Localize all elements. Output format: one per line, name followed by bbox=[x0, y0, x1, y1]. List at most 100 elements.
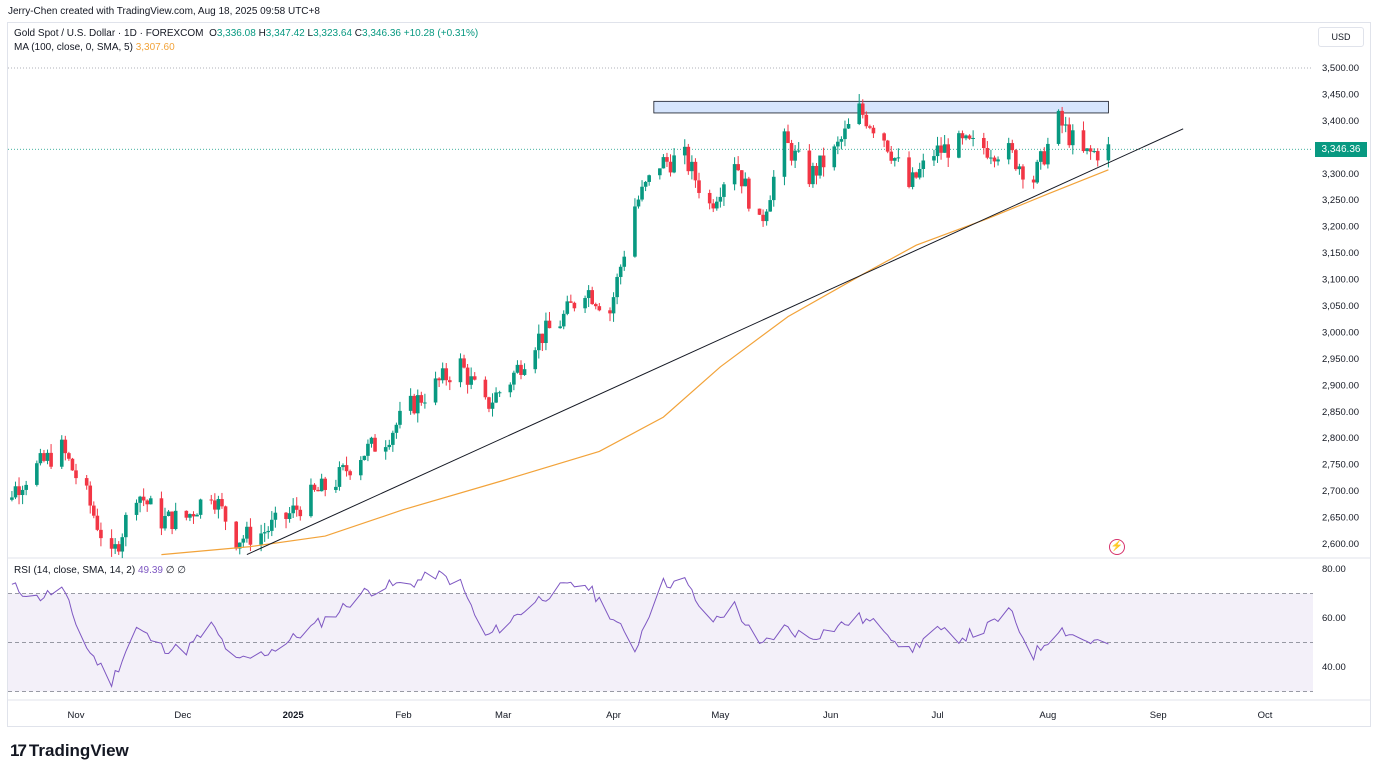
tradingview-brand[interactable]: 17 TradingView bbox=[10, 741, 129, 761]
candle-body bbox=[896, 157, 901, 159]
resistance-box[interactable] bbox=[653, 100, 1109, 114]
candle-body bbox=[597, 306, 602, 311]
candle-body bbox=[120, 537, 125, 552]
candle-body bbox=[1046, 143, 1050, 165]
candle-body bbox=[462, 358, 466, 368]
candle-body bbox=[611, 297, 616, 314]
price-tick-label: 2,750.00 bbox=[1322, 460, 1359, 471]
flash-icon[interactable]: ⚡ bbox=[1109, 539, 1125, 555]
candle-body bbox=[116, 544, 121, 552]
candle-body bbox=[334, 486, 338, 490]
candle-body bbox=[718, 196, 723, 202]
candle-body bbox=[387, 444, 392, 448]
candle-body bbox=[1067, 124, 1072, 146]
candle-body bbox=[237, 542, 242, 549]
candle-body bbox=[391, 432, 395, 445]
candle-body bbox=[583, 298, 587, 309]
time-axis[interactable]: Nov Dec 2025 Feb Mar Apr May Jun Jul Aug Sep Oct bbox=[68, 710, 1273, 721]
price-tick-label: 3,200.00 bbox=[1322, 222, 1359, 233]
candle-body bbox=[839, 139, 844, 142]
candle-body bbox=[1021, 166, 1025, 180]
candle-body bbox=[1095, 151, 1100, 161]
candle-body bbox=[989, 157, 993, 159]
candle-body bbox=[1042, 151, 1047, 165]
candle-body bbox=[159, 498, 164, 529]
price-axis[interactable]: 3,500.003,450.003,400.003,350.003,300.00… bbox=[1322, 63, 1359, 550]
candle-body bbox=[1035, 161, 1039, 183]
candle-body bbox=[298, 509, 303, 517]
candle-body bbox=[665, 157, 669, 162]
candle-body bbox=[960, 133, 965, 139]
candle-body bbox=[316, 489, 320, 492]
price-tick-label: 3,500.00 bbox=[1322, 63, 1359, 74]
candle-body bbox=[522, 369, 527, 375]
candle-body bbox=[608, 310, 612, 314]
candle-body bbox=[544, 320, 548, 344]
candle-body bbox=[444, 368, 449, 381]
candle-body bbox=[615, 276, 619, 298]
candle-body bbox=[220, 499, 224, 507]
candle-body bbox=[690, 161, 694, 172]
candle-body bbox=[832, 146, 837, 168]
candle-body bbox=[70, 458, 75, 471]
chart-frame[interactable] bbox=[7, 22, 1371, 727]
candle-body bbox=[1006, 143, 1011, 160]
candle-body bbox=[547, 320, 552, 329]
rsi-layer bbox=[11, 570, 1109, 688]
last-price-tag: 3,346.36 bbox=[1315, 142, 1367, 157]
symbol-name: Gold Spot / U.S. Dollar · 1D · FOREXCOM bbox=[14, 28, 204, 39]
candle-body bbox=[59, 439, 64, 467]
candle-body bbox=[67, 453, 71, 459]
candle-body bbox=[771, 176, 776, 201]
candle-body bbox=[761, 214, 765, 222]
candle-body bbox=[917, 169, 922, 178]
candle-body bbox=[572, 302, 577, 309]
rsi-legend: RSI (14, close, SMA, 14, 2) 49.39 ∅ ∅ bbox=[14, 565, 186, 576]
candle-body bbox=[284, 512, 288, 519]
candle-body bbox=[490, 402, 495, 409]
candle-body bbox=[359, 460, 363, 476]
price-tick-label: 3,400.00 bbox=[1322, 116, 1359, 127]
rsi-line bbox=[11, 570, 1109, 688]
candle-body bbox=[942, 144, 947, 153]
candle-body bbox=[319, 478, 324, 492]
candle-body bbox=[946, 144, 950, 158]
currency-button[interactable]: USD bbox=[1318, 27, 1364, 47]
price-tick-label: 3,100.00 bbox=[1322, 275, 1359, 286]
candle-body bbox=[818, 155, 822, 176]
candle-body bbox=[248, 526, 253, 545]
candle-body bbox=[84, 478, 89, 486]
candle-body bbox=[245, 526, 249, 539]
candle-body bbox=[519, 364, 523, 375]
rsi-axis: 80.00 60.00 40.00 bbox=[1322, 564, 1346, 673]
time-tick-label: May bbox=[711, 710, 729, 721]
horizontal-lines bbox=[8, 67, 1370, 701]
resistance-box-layer[interactable] bbox=[653, 100, 1109, 114]
candle-body bbox=[216, 499, 221, 510]
candle-body bbox=[99, 529, 103, 539]
candle-body bbox=[1106, 144, 1111, 161]
candle-body bbox=[398, 410, 402, 425]
candle-body bbox=[494, 392, 498, 403]
candle-body bbox=[1056, 110, 1061, 144]
candle-body bbox=[35, 463, 39, 485]
candle-body bbox=[415, 395, 420, 414]
candle-body bbox=[764, 211, 769, 222]
candle-body bbox=[465, 367, 470, 385]
tradingview-logo-icon: 17 bbox=[10, 741, 27, 760]
candle-body bbox=[836, 141, 840, 147]
candle-body bbox=[914, 172, 918, 178]
candle-body bbox=[287, 513, 292, 519]
candle-body bbox=[846, 124, 851, 129]
candle-body bbox=[213, 500, 217, 510]
support-trendline[interactable] bbox=[246, 128, 1184, 556]
candle-body bbox=[270, 519, 274, 531]
candle-body bbox=[191, 514, 196, 517]
time-tick-label: Jun bbox=[823, 710, 838, 721]
candle-body bbox=[294, 505, 299, 510]
candle-body bbox=[20, 489, 25, 496]
trendline-layer[interactable] bbox=[246, 128, 1184, 556]
candle-body bbox=[241, 538, 246, 543]
candle-body bbox=[1088, 148, 1093, 152]
